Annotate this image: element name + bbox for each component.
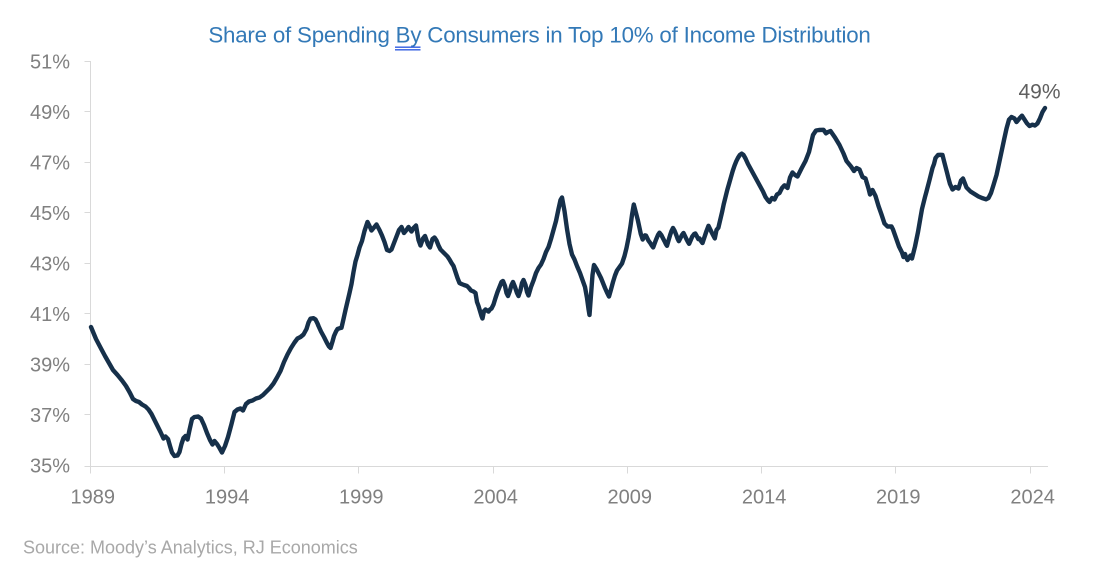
svg-text:2014: 2014 (742, 486, 787, 508)
svg-text:39%: 39% (30, 354, 70, 376)
svg-text:1994: 1994 (205, 486, 250, 508)
svg-text:2004: 2004 (473, 486, 518, 508)
svg-text:37%: 37% (30, 405, 70, 427)
svg-text:1989: 1989 (71, 486, 116, 508)
svg-text:41%: 41% (30, 304, 70, 326)
svg-text:45%: 45% (30, 203, 70, 225)
svg-text:35%: 35% (30, 455, 70, 477)
svg-text:Source: Moody’s Analytics, RJ: Source: Moody’s Analytics, RJ Economics (23, 538, 358, 558)
svg-text:51%: 51% (30, 51, 70, 73)
svg-text:2009: 2009 (608, 486, 653, 508)
svg-text:2024: 2024 (1010, 486, 1055, 508)
svg-text:49%: 49% (1018, 81, 1060, 104)
svg-text:49%: 49% (30, 102, 70, 124)
svg-text:2019: 2019 (876, 486, 921, 508)
svg-text:47%: 47% (30, 152, 70, 174)
svg-text:Share of Spending By Consumers: Share of Spending By Consumers in Top 10… (208, 23, 870, 48)
svg-text:43%: 43% (30, 253, 70, 275)
svg-text:1999: 1999 (339, 486, 384, 508)
